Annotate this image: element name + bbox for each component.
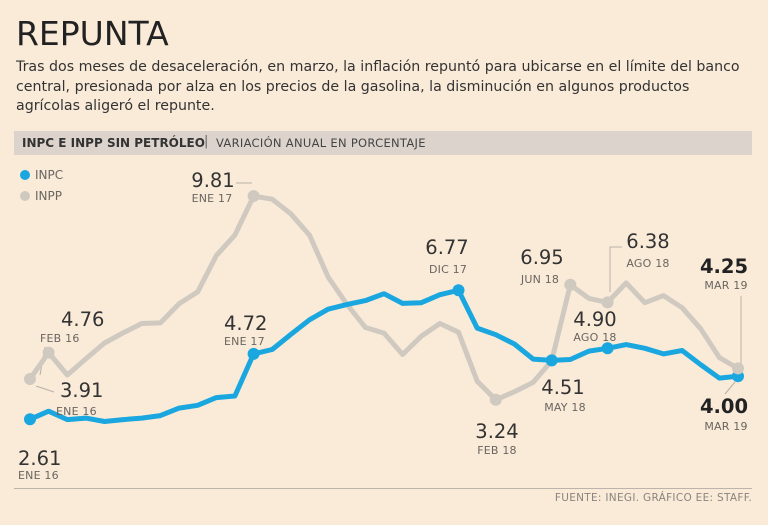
date-label-inpc-dic-17: DIC 17 — [429, 263, 467, 276]
value-label-inpp-feb-16: 4.76 — [61, 308, 104, 331]
value-label-inpp-ene-16: 3.91 — [60, 379, 103, 402]
marker-inpp-ene-17 — [247, 190, 260, 203]
date-label-inpp-ago-18: AGO 18 — [626, 257, 669, 270]
date-label-inpc-mar-19: MAR 19 — [704, 420, 747, 433]
date-label-inpp-jun-18: JUN 18 — [520, 273, 559, 286]
marker-inpp-mar-19 — [732, 362, 744, 375]
marker-inpp-ene-16 — [24, 373, 36, 385]
marker-inpp-feb-16 — [42, 346, 55, 359]
chart-subtitle: Tras dos meses de desaceleración, en mar… — [16, 59, 740, 114]
date-label-inpp-mar-19: MAR 19 — [704, 279, 747, 292]
value-label-inpc-ene-17: 4.72 — [224, 312, 267, 335]
marker-inpc-dic-17 — [452, 284, 465, 297]
date-label-inpp-ene-17: ENE 17 — [192, 192, 233, 205]
value-label-inpp-feb-18: 3.24 — [475, 420, 518, 443]
legend-marker-inpp — [20, 191, 30, 201]
value-label-inpc-mar-19: 4.00 — [700, 395, 748, 418]
connector-inpp-ago-18 — [609, 246, 622, 292]
series-markers — [24, 190, 744, 426]
value-label-inpp-ene-17: 9.81 — [191, 169, 234, 192]
legend-marker-inpc — [20, 170, 30, 180]
legend-label-inpc: INPC — [35, 168, 63, 182]
series-line-inpp — [27, 193, 741, 403]
heading-separator: | — [204, 134, 209, 149]
legend-label-inpp: INPP — [35, 189, 62, 203]
value-label-inpp-mar-19: 4.25 — [700, 255, 748, 278]
unit-heading: VARIACIÓN ANUAL EN PORCENTAJE — [216, 136, 426, 150]
value-label-inpp-ago-18: 6.38 — [626, 230, 669, 253]
marker-inpc-ago-18 — [601, 342, 614, 355]
date-label-inpp-ene-16: ENE 16 — [56, 405, 97, 418]
date-label-inpp-feb-18: FEB 18 — [477, 444, 517, 457]
marker-inpp-ago-18 — [601, 296, 614, 309]
date-label-inpp-feb-16: FEB 16 — [40, 332, 80, 345]
connector-inpc-mar-19 — [724, 381, 736, 395]
connector-inpp-ene-16 — [35, 385, 55, 393]
date-label-inpc-ene-16: ENE 16 — [18, 469, 59, 482]
value-label-inpp-jun-18: 6.95 — [520, 246, 563, 269]
series-heading: INPC E INPP SIN PETRÓLEO — [22, 136, 205, 150]
date-label-inpc-ene-17: ENE 17 — [224, 335, 265, 348]
chart-title: REPUNTA — [16, 14, 169, 53]
marker-inpp-feb-18 — [489, 393, 502, 406]
value-label-inpc-dic-17: 6.77 — [425, 236, 468, 259]
date-label-inpc-ago-18: AGO 18 — [573, 331, 616, 344]
series-lines — [27, 193, 741, 424]
series-line-inpc — [27, 287, 741, 424]
marker-inpc-may-18 — [545, 354, 558, 367]
value-label-inpc-may-18: 4.51 — [541, 376, 584, 399]
date-label-inpc-may-18: MAY 18 — [544, 401, 586, 414]
value-label-inpc-ene-16: 2.61 — [18, 447, 61, 470]
legend: INPC INPP — [20, 168, 63, 203]
marker-inpp-jun-18 — [564, 278, 577, 291]
marker-inpc-ene-16 — [24, 413, 36, 426]
value-label-inpc-ago-18: 4.90 — [573, 308, 616, 331]
annotation-connectors — [35, 182, 742, 395]
source-note: FUENTE: INEGI. GRÁFICO EE: STAFF. — [554, 492, 752, 504]
chart-header-band: INPC E INPP SIN PETRÓLEO | VARIACIÓN ANU… — [14, 131, 752, 155]
marker-inpc-ene-17 — [247, 347, 260, 360]
footer-divider — [14, 488, 752, 489]
